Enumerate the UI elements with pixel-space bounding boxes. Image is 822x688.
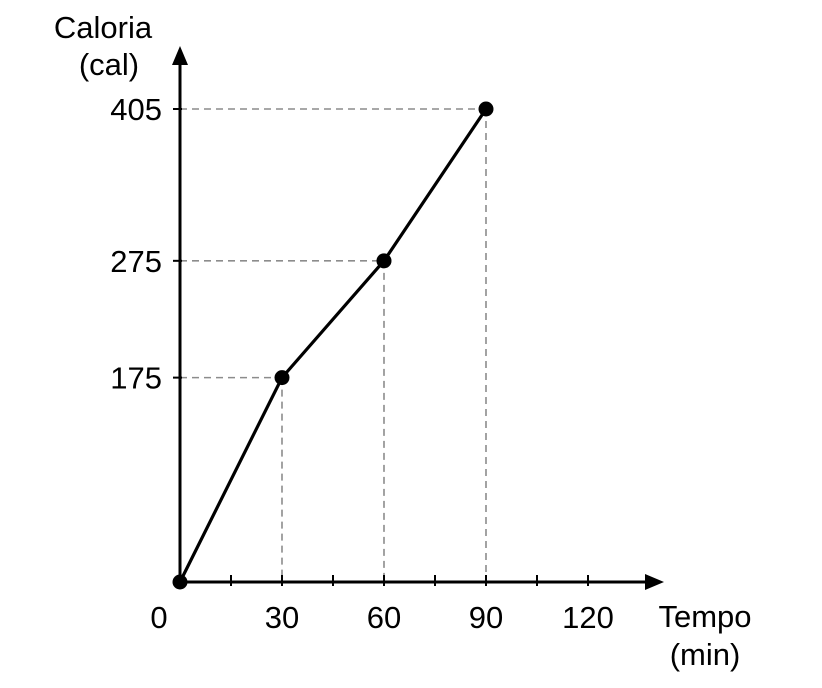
x-axis-title-line1: Tempo xyxy=(658,599,751,634)
x-axis-title-line2: (min) xyxy=(670,637,741,672)
x-tick-label: 60 xyxy=(367,600,401,635)
x-axis-arrow xyxy=(645,574,664,590)
guide-lines xyxy=(180,108,487,582)
x-tick-label: 90 xyxy=(469,600,503,635)
y-tick-label: 175 xyxy=(110,361,162,396)
axis-ticks xyxy=(173,108,589,586)
data-point xyxy=(478,101,494,117)
data-point xyxy=(376,253,392,269)
data-point xyxy=(172,574,188,590)
x-tick-label: 30 xyxy=(265,600,299,635)
y-axis-arrow xyxy=(172,46,188,65)
series-line xyxy=(178,108,488,583)
y-axis-title-line2: (cal) xyxy=(79,47,139,82)
y-tick-label: 275 xyxy=(110,244,162,279)
series-group xyxy=(172,101,494,590)
x-tick-label: 0 xyxy=(150,600,167,635)
y-tick-label: 405 xyxy=(110,92,162,127)
data-point xyxy=(274,370,290,386)
x-tick-label: 120 xyxy=(562,600,614,635)
y-axis-title-line1: Caloria xyxy=(54,10,153,45)
tick-labels: 0 30 60 90 120 175 275 405 xyxy=(110,92,614,635)
